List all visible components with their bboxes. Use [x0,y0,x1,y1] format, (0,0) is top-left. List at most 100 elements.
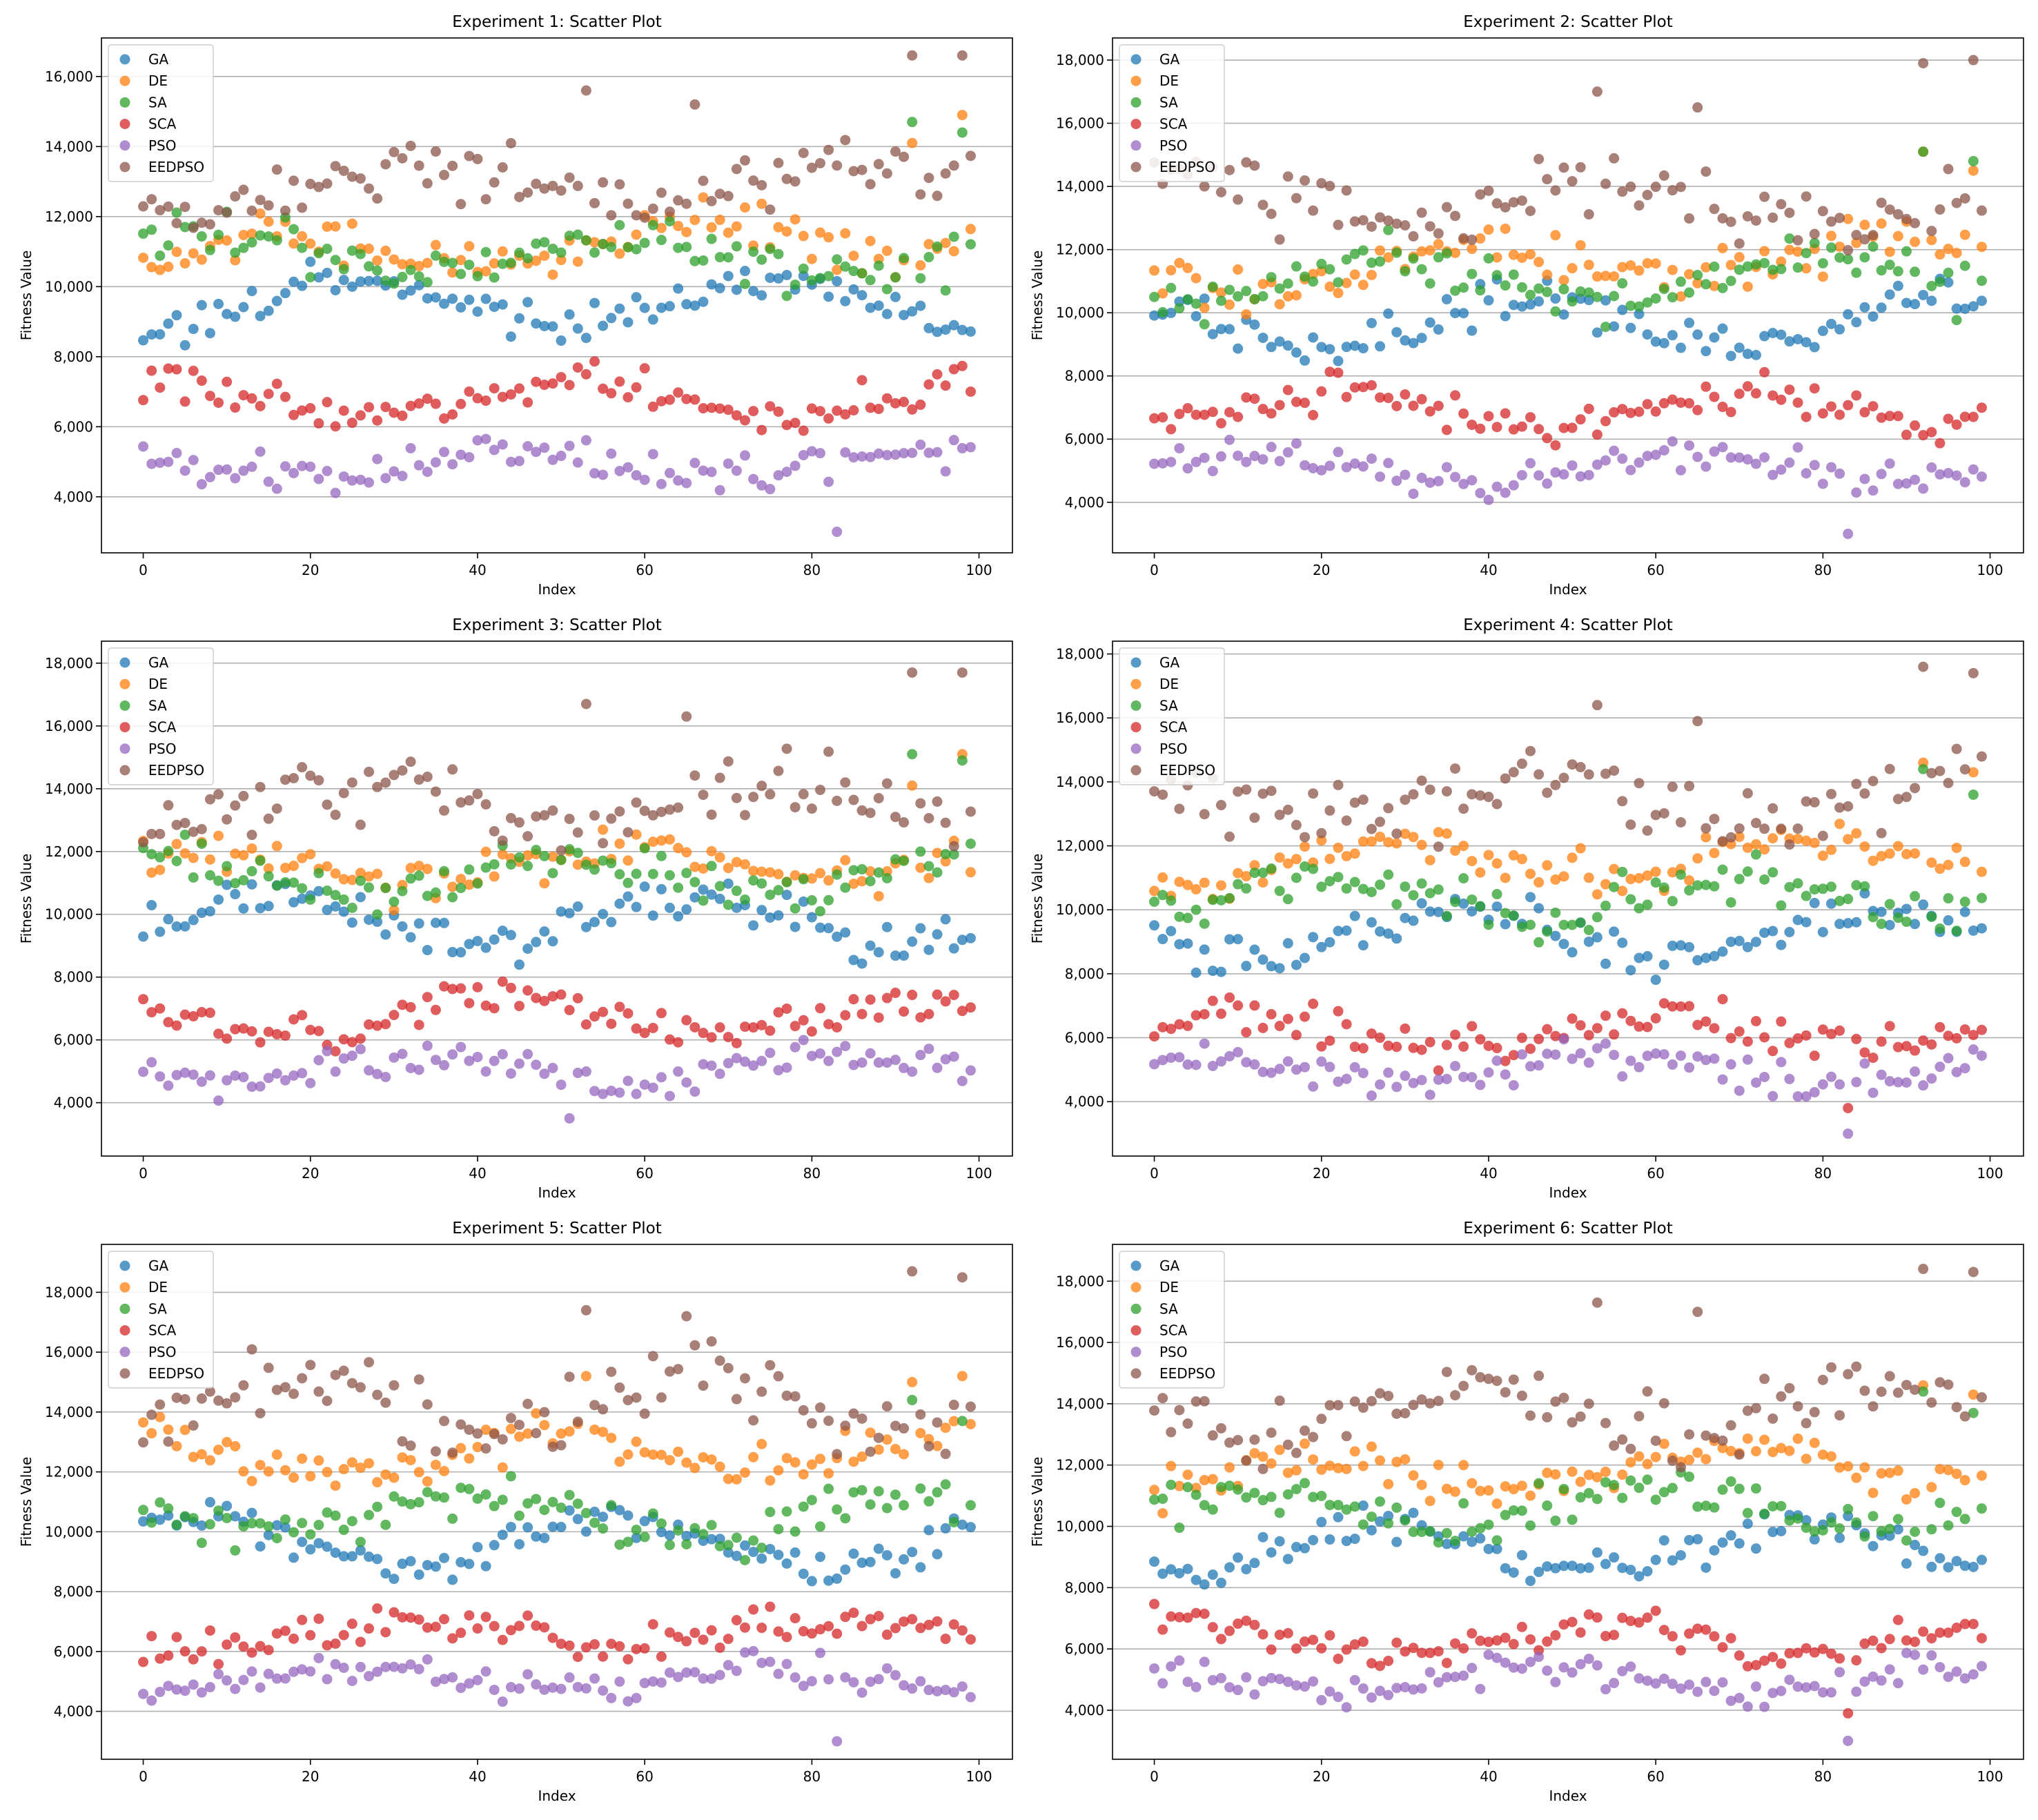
point-de [1391,838,1402,849]
point-ga [1943,1562,1954,1573]
point-pso [464,1055,475,1066]
point-eedpso [1901,213,1912,224]
point-sa [1809,237,1820,248]
point-pso [330,1658,341,1670]
point-sca [698,1028,709,1039]
point-sa [1825,881,1836,892]
point-sca [1550,1630,1561,1641]
point-de [1701,262,1712,273]
point-sa [255,1518,266,1529]
point-pso [1424,1089,1436,1100]
point-ga [1182,938,1193,949]
point-sa [948,1517,959,1528]
point-sca [1391,1041,1402,1053]
point-eedpso [1634,1411,1645,1422]
point-sa [1567,296,1578,307]
point-sca [204,1625,215,1636]
point-sca [1625,1616,1636,1627]
point-sa [1801,1522,1812,1533]
point-de [856,876,868,887]
point-pso [372,1068,383,1079]
point-eedpso [1491,799,1502,810]
point-sa [1500,1509,1511,1520]
point-sa [1634,903,1645,914]
point-de [322,221,333,232]
point-sca [1182,403,1193,414]
point-eedpso [1542,787,1553,799]
point-de [547,269,558,280]
point-ga [455,947,467,958]
point-sca [472,981,483,992]
point-pso [714,485,725,496]
point-pso [1817,478,1828,489]
point-sca [1792,397,1803,408]
point-eedpso [1801,1418,1812,1429]
point-eedpso [1383,215,1394,226]
point-pso [948,1687,959,1698]
x-tick-label: 80 [1814,1768,1832,1785]
point-sca [580,1642,591,1653]
point-de [965,1418,976,1429]
point-eedpso [781,1390,792,1401]
point-sca [790,1021,801,1032]
legend-label-pso: PSO [148,1344,177,1360]
point-eedpso [1575,162,1586,173]
point-ga [689,300,700,311]
point-eedpso [522,187,533,198]
point-eedpso [204,1386,215,1397]
point-ga [1233,1552,1244,1563]
point-ga [564,1505,575,1516]
point-sa [806,1494,817,1505]
point-de [1725,260,1736,271]
legend-marker-eedpso [1130,1368,1142,1379]
point-sca [380,1627,391,1638]
point-de [1475,233,1486,244]
point-sca [163,363,174,374]
point-de [765,1475,776,1486]
point-pso [1583,1057,1594,1068]
point-pso [547,454,558,465]
point-ga [338,906,349,917]
point-ga [1717,946,1728,957]
point-sa [756,254,767,265]
point-sa [1308,276,1319,287]
point-pso [1910,1650,1921,1661]
point-sca [1308,998,1319,1009]
point-ga [1843,918,1854,929]
point-de [364,243,375,254]
point-eedpso [1500,1387,1511,1398]
point-ga [413,918,424,929]
point-eedpso [832,795,843,806]
point-eedpso [1834,802,1845,813]
point-eedpso [756,781,767,792]
point-sca [539,380,550,391]
point-eedpso [1500,202,1511,213]
point-eedpso [1910,1384,1921,1396]
point-eedpso [1650,810,1661,821]
point-eedpso [1199,809,1210,820]
y-tick-label: 8,000 [54,969,93,986]
point-sca [1433,400,1444,411]
point-sa [1408,253,1419,264]
point-eedpso [514,1419,525,1430]
point-sca [188,1011,199,1022]
point-pso [1291,1064,1302,1075]
point-pso [865,451,876,462]
point-de [288,238,300,249]
point-sca [589,356,600,367]
point-sa [1249,294,1260,305]
point-pso [1709,1685,1720,1696]
point-pso [163,1681,174,1692]
point-sa [464,260,475,271]
point-eedpso [1759,191,1770,202]
point-sa [1300,271,1311,282]
point-ga [222,309,233,320]
point-sa [606,858,617,869]
point-pso [748,473,759,485]
point-pso [1316,464,1327,476]
point-pso [1876,1675,1887,1686]
point-eedpso [1308,1431,1319,1442]
point-eedpso [1215,1422,1226,1434]
point-de [1149,265,1160,276]
point-de [430,239,441,251]
